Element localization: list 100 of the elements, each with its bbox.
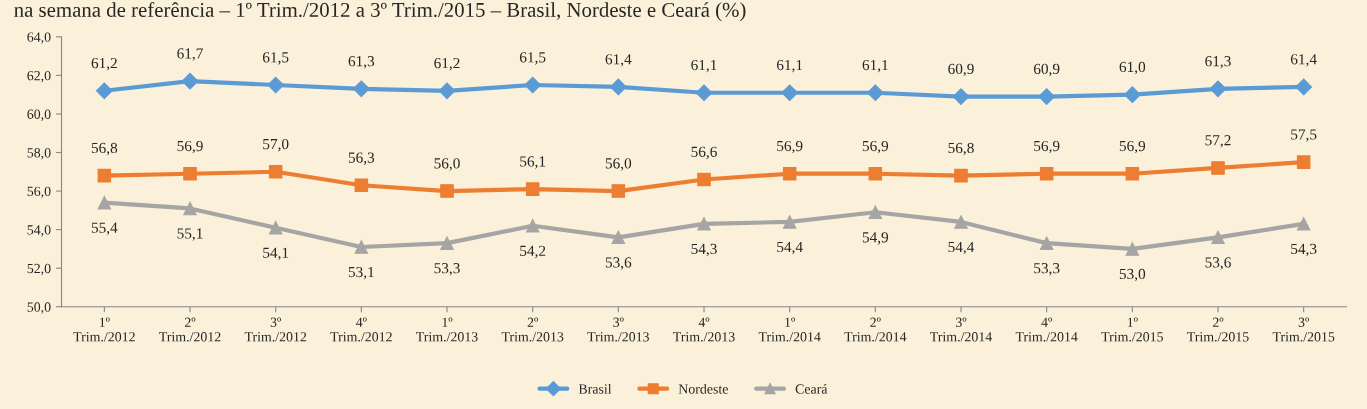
point [1125, 242, 1140, 256]
point [183, 166, 197, 181]
point [1123, 86, 1141, 104]
data-label: 53,1 [348, 266, 374, 280]
point [352, 80, 370, 98]
data-label: 56,8 [948, 142, 974, 156]
data-label: 61,4 [1290, 54, 1317, 67]
data-label: 61,5 [519, 52, 546, 65]
data-label: 56,6 [691, 146, 717, 160]
data-label: 55,4 [91, 222, 118, 236]
x-tick-label: 3º Trim./2013 [587, 317, 649, 342]
x-tick-label: 2º Trim./2015 [1187, 317, 1249, 342]
data-label: 61,3 [348, 56, 375, 69]
data-label: 61,7 [177, 48, 203, 61]
point [1211, 161, 1225, 175]
point [95, 82, 113, 100]
x-tick-label: 2º Trim./2013 [501, 317, 564, 342]
data-label: 61,3 [1205, 56, 1231, 69]
y-tick-label: 50,0 [27, 302, 51, 314]
point [268, 220, 283, 235]
point [97, 195, 112, 210]
point [1296, 155, 1311, 169]
data-label: 61,2 [434, 57, 460, 71]
point [1038, 88, 1056, 105]
legend-label: Ceará [795, 383, 828, 394]
point [782, 166, 797, 181]
data-label: 56,9 [1119, 140, 1146, 154]
data-label: 56,0 [434, 158, 460, 171]
x-tick-label: 1º Trim./2015 [1101, 317, 1163, 342]
x-tick-label: 1º Trim./2014 [758, 317, 821, 342]
data-label: 54,2 [520, 245, 546, 259]
y-tick-label: 58,0 [27, 148, 51, 160]
point [954, 168, 968, 183]
data-label: 57,0 [263, 138, 289, 152]
data-label: 54,3 [1291, 243, 1317, 257]
x-tick-label: 1º Trim./2013 [416, 317, 478, 342]
point [1039, 166, 1054, 181]
y-tick-label: 56,0 [27, 186, 51, 199]
point [781, 84, 799, 102]
data-label: 54,4 [777, 241, 803, 255]
point [1295, 78, 1313, 96]
point [267, 76, 285, 94]
point [868, 205, 883, 220]
data-label: 61,2 [91, 57, 117, 71]
data-label: 53,6 [1205, 257, 1231, 270]
point [181, 72, 199, 90]
x-tick-label: 1º Trim./2012 [73, 317, 135, 342]
data-label: 54,1 [263, 247, 289, 261]
y-tick-label: 52,0 [27, 263, 51, 276]
point [866, 84, 884, 102]
point [440, 236, 454, 250]
point [1125, 166, 1140, 181]
data-label: 56,9 [1034, 140, 1060, 154]
data-label: 61,4 [605, 54, 632, 67]
legend-label: Brasil [578, 383, 612, 394]
data-label: 55,1 [177, 228, 203, 241]
point [524, 76, 542, 94]
data-label: 56,8 [91, 142, 118, 156]
point [697, 217, 711, 231]
data-label: 54,9 [862, 232, 889, 245]
data-label: 56,9 [177, 140, 203, 154]
point [525, 219, 540, 233]
point [183, 201, 197, 216]
data-label: 57,5 [1291, 129, 1317, 142]
data-label: 53,0 [1119, 268, 1146, 282]
data-label: 61,1 [776, 59, 803, 73]
point [440, 184, 454, 198]
point [354, 178, 369, 193]
y-tick-label: 60,0 [27, 109, 51, 121]
x-tick-label: 3º Trim./2012 [244, 317, 307, 342]
data-label: 56,9 [862, 140, 889, 154]
x-tick-label: 4º Trim./2012 [330, 317, 392, 342]
data-label: 56,1 [520, 156, 546, 169]
point [782, 215, 797, 229]
data-label: 61,0 [1119, 61, 1146, 75]
data-label: 53,3 [1034, 263, 1060, 276]
point [952, 88, 970, 105]
point [525, 182, 540, 196]
data-label: 61,5 [262, 52, 289, 65]
x-tick-label: 3º Trim./2015 [1272, 317, 1335, 342]
point [268, 165, 283, 179]
data-label: 60,9 [1033, 63, 1060, 77]
point [611, 184, 626, 198]
y-tick-label: 54,0 [27, 225, 51, 237]
point [1039, 236, 1054, 250]
x-tick-label: 4º Trim./2014 [1015, 317, 1078, 342]
data-label: 61,1 [862, 59, 888, 73]
chart-title: na semana de referência – 1º Trim./2012 a 3º Trim./2015 – Brasil, Nordeste e Ceará (%) [14, 2, 746, 22]
data-label: 53,6 [605, 257, 632, 270]
point [1211, 230, 1225, 245]
data-label: 53,3 [434, 263, 460, 276]
data-label: 54,4 [948, 241, 975, 255]
point [695, 84, 713, 102]
x-tick-label: 2º Trim./2012 [159, 317, 221, 342]
data-label: 54,3 [691, 243, 717, 257]
x-tick-label: 3º Trim./2014 [930, 317, 992, 342]
point [97, 168, 112, 183]
data-label: 56,3 [348, 152, 375, 165]
point [954, 215, 968, 229]
x-tick-label: 2º Trim./2014 [844, 317, 907, 342]
